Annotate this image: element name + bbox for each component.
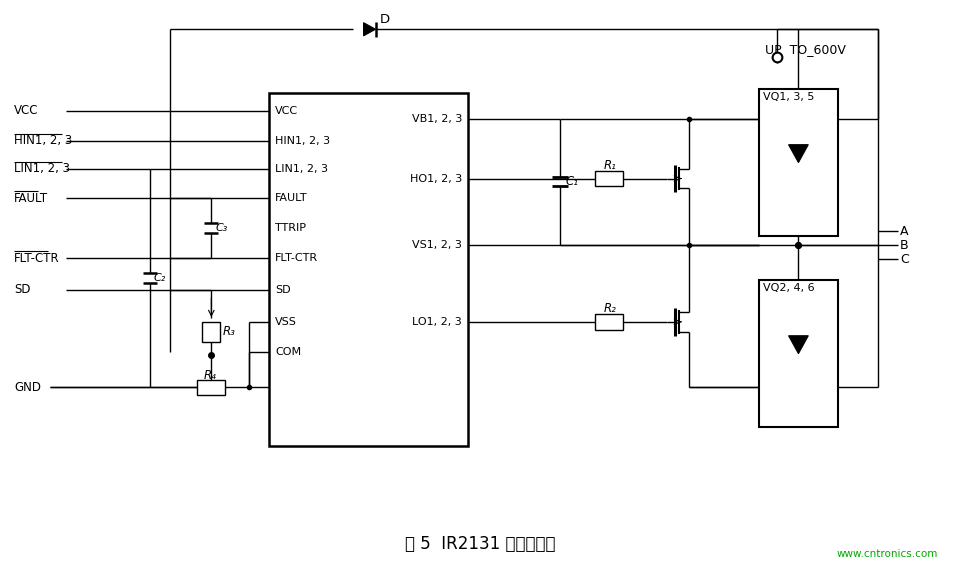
Text: UP  TO_600V: UP TO_600V <box>765 43 846 56</box>
Text: VS1, 2, 3: VS1, 2, 3 <box>412 240 462 250</box>
Text: D: D <box>380 13 389 26</box>
Text: R₁: R₁ <box>604 159 616 172</box>
Text: HIN1, 2, 3: HIN1, 2, 3 <box>275 136 331 146</box>
Text: R₃: R₃ <box>222 325 235 338</box>
Text: GND: GND <box>14 381 41 394</box>
Text: A: A <box>899 225 908 238</box>
Text: FLT-CTR: FLT-CTR <box>275 253 318 263</box>
Text: R₄: R₄ <box>204 369 216 382</box>
Text: R₂: R₂ <box>604 302 616 315</box>
Text: VQ1, 3, 5: VQ1, 3, 5 <box>763 92 814 102</box>
Bar <box>758 89 838 236</box>
Bar <box>197 379 225 395</box>
Text: LO1, 2, 3: LO1, 2, 3 <box>412 317 462 327</box>
Text: 图 5  IR2131 的驱动电路: 图 5 IR2131 的驱动电路 <box>405 535 555 553</box>
Text: FLT-CTR: FLT-CTR <box>14 252 60 265</box>
Text: VB1, 2, 3: VB1, 2, 3 <box>411 114 462 124</box>
Text: HO1, 2, 3: HO1, 2, 3 <box>409 174 462 184</box>
Text: VSS: VSS <box>275 317 297 327</box>
Text: COM: COM <box>275 346 301 357</box>
Polygon shape <box>789 336 808 354</box>
Text: HIN1, 2, 3: HIN1, 2, 3 <box>14 134 72 147</box>
Bar <box>596 171 624 187</box>
Text: VQ2, 4, 6: VQ2, 4, 6 <box>763 283 814 293</box>
Text: FAULT: FAULT <box>14 192 48 205</box>
Polygon shape <box>363 23 376 36</box>
Text: FAULT: FAULT <box>275 193 308 204</box>
Text: VCC: VCC <box>14 104 38 117</box>
Bar <box>596 314 624 330</box>
Text: C: C <box>899 253 909 265</box>
Text: B: B <box>899 239 908 252</box>
Text: SD: SD <box>14 284 31 297</box>
Text: SD: SD <box>275 285 290 295</box>
Polygon shape <box>789 145 808 163</box>
Text: C₂: C₂ <box>154 273 166 283</box>
Text: C₃: C₃ <box>215 223 228 233</box>
Bar <box>758 280 838 428</box>
Text: TTRIP: TTRIP <box>275 223 306 233</box>
Text: LIN1, 2, 3: LIN1, 2, 3 <box>275 163 328 174</box>
Text: LIN1, 2, 3: LIN1, 2, 3 <box>14 162 70 175</box>
Bar <box>269 93 468 446</box>
Text: www.cntronics.com: www.cntronics.com <box>836 549 938 558</box>
Text: VCC: VCC <box>275 106 298 116</box>
Bar <box>203 322 220 342</box>
Text: C₁: C₁ <box>566 175 579 188</box>
